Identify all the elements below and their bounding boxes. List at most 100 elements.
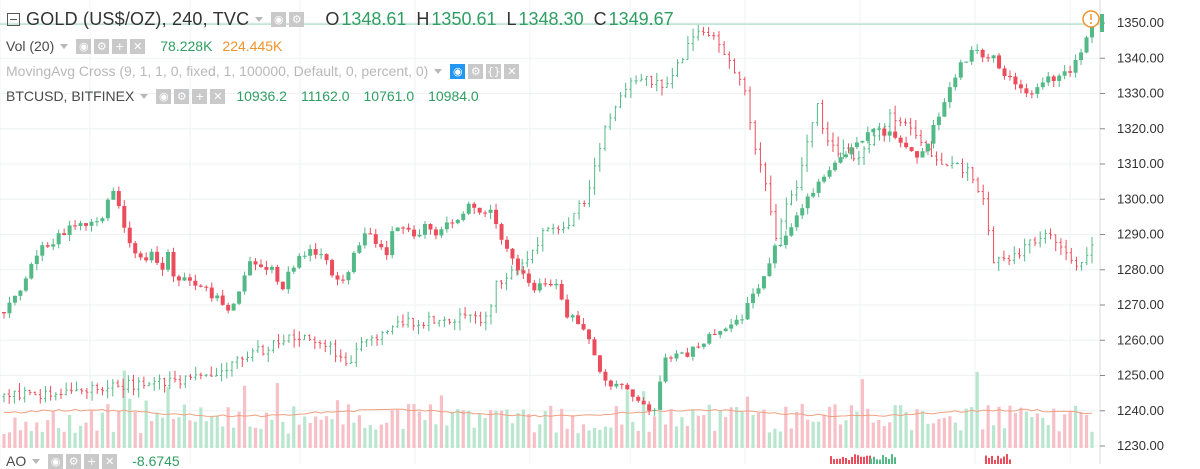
- btc-bar: [453, 319, 457, 331]
- close-icon[interactable]: ✕: [102, 453, 118, 469]
- btc-bar: [116, 379, 120, 388]
- btc-label[interactable]: BTCUSD, BITFINEX: [6, 88, 135, 104]
- btc-bar: [800, 157, 804, 191]
- gear-icon[interactable]: ⚙: [174, 88, 190, 104]
- eye-icon[interactable]: ◉: [271, 12, 287, 27]
- volume-bar: [554, 432, 558, 448]
- gold-candle: [647, 401, 652, 416]
- btc-bar: [577, 200, 581, 220]
- chevron-down-icon[interactable]: [434, 68, 443, 74]
- volume-bar: [259, 428, 263, 448]
- gear-icon[interactable]: ⚙: [289, 12, 305, 27]
- price-axis-label: 1340.00: [1117, 50, 1164, 65]
- volume-bar: [232, 427, 236, 448]
- chevron-down-icon[interactable]: [140, 93, 149, 99]
- gear-icon[interactable]: ⚙: [66, 453, 82, 469]
- gear-icon[interactable]: ⚙: [94, 38, 110, 54]
- volume-bar: [658, 410, 662, 448]
- gold-candle: [701, 343, 706, 350]
- btc-bar: [551, 223, 555, 235]
- volume-bar: [871, 422, 875, 448]
- eye-icon[interactable]: ◉: [48, 453, 64, 469]
- close-icon[interactable]: ✕: [210, 88, 226, 104]
- source-code-icon[interactable]: {}: [486, 63, 502, 79]
- btc-bar: [142, 376, 146, 389]
- close-icon[interactable]: ✕: [504, 63, 520, 79]
- volume-label[interactable]: Vol (20): [6, 38, 55, 54]
- gold-candle: [707, 331, 712, 346]
- btc-bar: [499, 279, 503, 289]
- btc-bar: [121, 378, 125, 398]
- gold-candle: [401, 226, 406, 235]
- volume-bar: [745, 396, 750, 448]
- price-axis-label: 1350.00: [1117, 15, 1164, 30]
- ao-label[interactable]: AO: [6, 453, 27, 469]
- btc-bar: [940, 152, 944, 165]
- btc-bar: [49, 385, 53, 401]
- btc-bar: [608, 113, 612, 130]
- btc-bar: [437, 319, 441, 327]
- gold-candle: [669, 355, 674, 362]
- btc-bar: [546, 226, 550, 232]
- volume-bar: [341, 424, 345, 448]
- volume-bar: [560, 408, 564, 448]
- eye-icon[interactable]: ◉: [450, 63, 466, 79]
- btc-bar: [209, 366, 213, 377]
- gold-candle: [499, 222, 504, 245]
- btc-bar: [670, 68, 674, 89]
- alert-clock-icon[interactable]: [1082, 10, 1100, 28]
- gold-candle: [581, 318, 586, 331]
- btc-bar: [774, 204, 778, 241]
- price-axis-label: 1230.00: [1117, 438, 1164, 453]
- btc-bar: [235, 355, 239, 370]
- close-icon[interactable]: ✕: [130, 38, 146, 54]
- btc-bar: [308, 334, 312, 342]
- btc-bar: [344, 352, 348, 367]
- volume-bar: [84, 422, 88, 448]
- volume-bar: [756, 412, 761, 448]
- open-key: O: [325, 9, 340, 29]
- plus-icon[interactable]: +: [84, 453, 100, 469]
- gold-candle: [406, 223, 411, 233]
- volume-bar: [784, 406, 788, 448]
- btc-bar: [567, 217, 571, 230]
- volume-bar: [795, 411, 799, 448]
- btc-bar: [448, 318, 452, 325]
- plus-icon[interactable]: +: [112, 38, 128, 54]
- volume-bar: [352, 422, 356, 448]
- chevron-down-icon[interactable]: [255, 17, 264, 22]
- btc-bar: [712, 32, 716, 40]
- btc-bar: [841, 139, 845, 160]
- btc-bar: [75, 381, 79, 392]
- btc-bar: [152, 377, 156, 391]
- btc-bar: [707, 27, 711, 37]
- price-axis[interactable]: 1350.00 1340.00 1330.00 1320.00 1310.00 1300.…: [1100, 15, 1164, 453]
- btc-bar: [893, 105, 897, 130]
- gold-candle: [127, 221, 132, 248]
- eye-icon[interactable]: ◉: [156, 88, 172, 104]
- moving-average-label[interactable]: MovingAvg Cross (9, 1, 1, 0, fixed, 1, 1…: [6, 63, 429, 79]
- eye-icon[interactable]: ◉: [76, 38, 92, 54]
- volume-bar: [1090, 431, 1094, 448]
- volume-bar: [855, 411, 859, 448]
- plus-icon[interactable]: +: [192, 88, 208, 104]
- btc-bar: [261, 344, 265, 356]
- gear-icon[interactable]: ⚙: [468, 63, 484, 79]
- gold-candle: [275, 264, 280, 285]
- gold-candle: [237, 291, 242, 306]
- volume-bar: [237, 411, 241, 448]
- volume-bar: [111, 431, 115, 448]
- ao-bar: [888, 458, 890, 464]
- btc-bar: [80, 388, 84, 395]
- gold-candle: [198, 284, 203, 288]
- collapse-icon[interactable]: [7, 13, 20, 26]
- symbol-title[interactable]: GOLD (US$/OZ), 240, TVC: [26, 9, 250, 29]
- volume-bar: [1046, 425, 1050, 448]
- chevron-down-icon[interactable]: [32, 458, 41, 464]
- chevron-down-icon[interactable]: [60, 43, 69, 49]
- btc-bar: [287, 334, 291, 343]
- volume-bar: [204, 421, 208, 448]
- volume-bar: [800, 403, 804, 448]
- btc-bar: [722, 41, 726, 55]
